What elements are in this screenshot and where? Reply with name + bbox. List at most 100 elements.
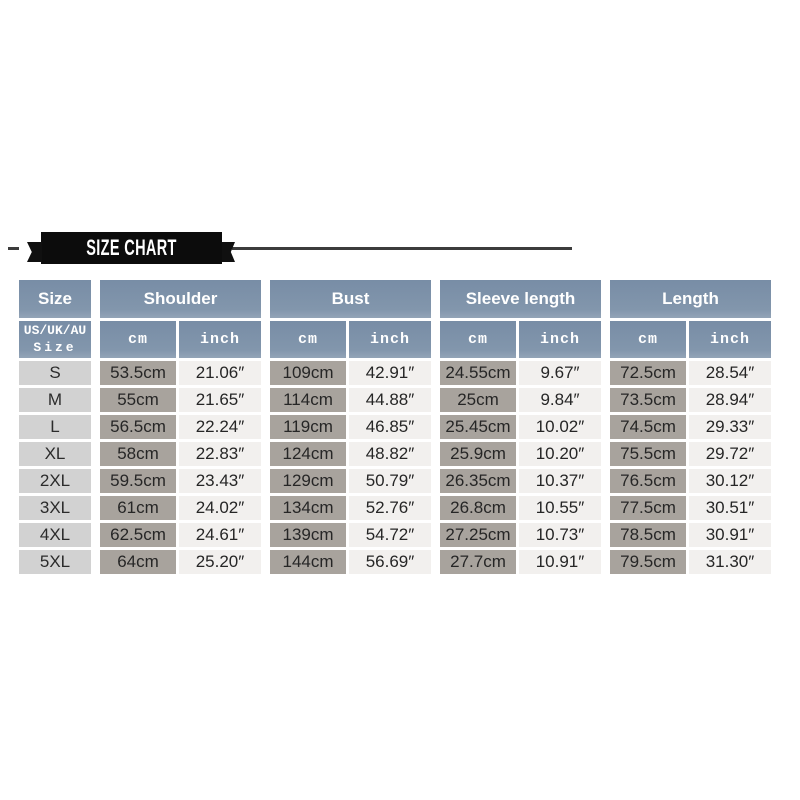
bust-cm-cell: 134cm [264,496,346,520]
bust-inch-cell: 54.72″ [349,523,431,547]
length-cm-cell: 76.5cm [604,469,686,493]
shoulder-inch-cell: 23.43″ [179,469,261,493]
length-cm-header: cm [604,321,686,358]
length-inch-cell: 28.54″ [689,361,771,385]
table-row-xl: XL 58cm 22.83″ 124cm 48.82″ 25.9cm 10.20… [19,442,771,466]
bust-inch-cell: 52.76″ [349,496,431,520]
shoulder-cm-cell: 58cm [94,442,176,466]
shoulder-inch-cell: 22.83″ [179,442,261,466]
size-cell: 3XL [19,496,91,520]
bust-cm-header: cm [264,321,346,358]
shoulder-inch-cell: 24.02″ [179,496,261,520]
length-inch-cell: 29.33″ [689,415,771,439]
sleeve-cm-cell: 27.7cm [434,550,516,574]
size-label: Size [33,339,77,355]
table-row-l: L 56.5cm 22.24″ 119cm 46.85″ 25.45cm 10.… [19,415,771,439]
shoulder-inch-cell: 22.24″ [179,415,261,439]
length-cm-cell: 79.5cm [604,550,686,574]
bust-cm-cell: 144cm [264,550,346,574]
sleeve-inch-cell: 9.67″ [519,361,601,385]
ribbon-left-fold-icon [27,242,42,262]
sleeve-inch-cell: 10.73″ [519,523,601,547]
shoulder-cm-cell: 62.5cm [94,523,176,547]
shoulder-inch-cell: 24.61″ [179,523,261,547]
shoulder-cm-header: cm [94,321,176,358]
sleeve-inch-header: inch [519,321,601,358]
sleeve-inch-cell: 10.20″ [519,442,601,466]
size-cell: XL [19,442,91,466]
header-size: Size [19,280,91,318]
bust-inch-cell: 50.79″ [349,469,431,493]
shoulder-cm-cell: 56.5cm [94,415,176,439]
length-inch-cell: 30.51″ [689,496,771,520]
size-cell: 2XL [19,469,91,493]
size-chart-table: Size Shoulder Bust Sleeve length Length … [16,277,774,577]
sleeve-inch-cell: 10.02″ [519,415,601,439]
divider-line [232,246,572,250]
banner: SIZE CHART [0,231,800,265]
shoulder-inch-cell: 21.06″ [179,361,261,385]
table-row-3xl: 3XL 61cm 24.02″ 134cm 52.76″ 26.8cm 10.5… [19,496,771,520]
sleeve-inch-cell: 10.55″ [519,496,601,520]
sleeve-cm-cell: 27.25cm [434,523,516,547]
length-cm-cell: 78.5cm [604,523,686,547]
shoulder-inch-header: inch [179,321,261,358]
sleeve-cm-cell: 25cm [434,388,516,412]
table-row-2xl: 2XL 59.5cm 23.43″ 129cm 50.79″ 26.35cm 1… [19,469,771,493]
sleeve-inch-cell: 10.91″ [519,550,601,574]
length-inch-cell: 28.94″ [689,388,771,412]
left-dash-line [8,246,19,250]
length-cm-cell: 73.5cm [604,388,686,412]
bust-inch-cell: 42.91″ [349,361,431,385]
sleeve-cm-cell: 25.45cm [434,415,516,439]
shoulder-inch-cell: 21.65″ [179,388,261,412]
sleeve-cm-cell: 26.35cm [434,469,516,493]
shoulder-cm-cell: 64cm [94,550,176,574]
table-row-s: S 53.5cm 21.06″ 109cm 42.91″ 24.55cm 9.6… [19,361,771,385]
bust-cm-cell: 109cm [264,361,346,385]
bust-cm-cell: 119cm [264,415,346,439]
length-cm-cell: 74.5cm [604,415,686,439]
bust-inch-cell: 44.88″ [349,388,431,412]
header-us-uk-au-size: US/UK/AU Size [19,321,91,358]
sleeve-cm-cell: 25.9cm [434,442,516,466]
sleeve-inch-cell: 10.37″ [519,469,601,493]
ribbon-right-fold-icon [222,242,235,262]
shoulder-cm-cell: 59.5cm [94,469,176,493]
size-cell: 4XL [19,523,91,547]
bust-cm-cell: 114cm [264,388,346,412]
shoulder-inch-cell: 25.20″ [179,550,261,574]
banner-title: SIZE CHART [86,235,177,260]
sleeve-cm-cell: 24.55cm [434,361,516,385]
length-inch-cell: 30.91″ [689,523,771,547]
table-row-4xl: 4XL 62.5cm 24.61″ 139cm 54.72″ 27.25cm 1… [19,523,771,547]
length-cm-cell: 75.5cm [604,442,686,466]
us-uk-au-label: US/UK/AU [23,323,87,339]
size-cell: L [19,415,91,439]
bust-cm-cell: 139cm [264,523,346,547]
length-inch-header: inch [689,321,771,358]
unit-header-row: US/UK/AU Size cm inch cm inch cm inch cm… [19,321,771,358]
table-row-5xl: 5XL 64cm 25.20″ 144cm 56.69″ 27.7cm 10.9… [19,550,771,574]
size-cell: 5XL [19,550,91,574]
size-chart-ribbon: SIZE CHART [27,232,235,264]
shoulder-cm-cell: 61cm [94,496,176,520]
bust-inch-cell: 48.82″ [349,442,431,466]
length-inch-cell: 29.72″ [689,442,771,466]
sleeve-cm-cell: 26.8cm [434,496,516,520]
length-cm-cell: 77.5cm [604,496,686,520]
table-row-m: M 55cm 21.65″ 114cm 44.88″ 25cm 9.84″ 73… [19,388,771,412]
header-shoulder: Shoulder [94,280,261,318]
size-cell: M [19,388,91,412]
length-cm-cell: 72.5cm [604,361,686,385]
bust-inch-cell: 56.69″ [349,550,431,574]
bust-cm-cell: 124cm [264,442,346,466]
size-cell: S [19,361,91,385]
shoulder-cm-cell: 53.5cm [94,361,176,385]
bust-inch-header: inch [349,321,431,358]
shoulder-cm-cell: 55cm [94,388,176,412]
group-header-row: Size Shoulder Bust Sleeve length Length [19,280,771,318]
length-inch-cell: 31.30″ [689,550,771,574]
bust-inch-cell: 46.85″ [349,415,431,439]
